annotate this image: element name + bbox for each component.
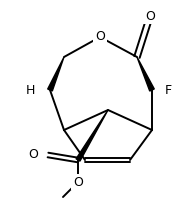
Polygon shape	[137, 57, 154, 91]
Text: H: H	[25, 84, 35, 96]
Text: F: F	[164, 84, 171, 96]
Text: O: O	[28, 148, 38, 162]
Text: O: O	[145, 10, 155, 22]
Polygon shape	[76, 110, 108, 161]
Text: O: O	[73, 176, 83, 188]
Text: O: O	[95, 31, 105, 43]
Polygon shape	[48, 57, 64, 91]
